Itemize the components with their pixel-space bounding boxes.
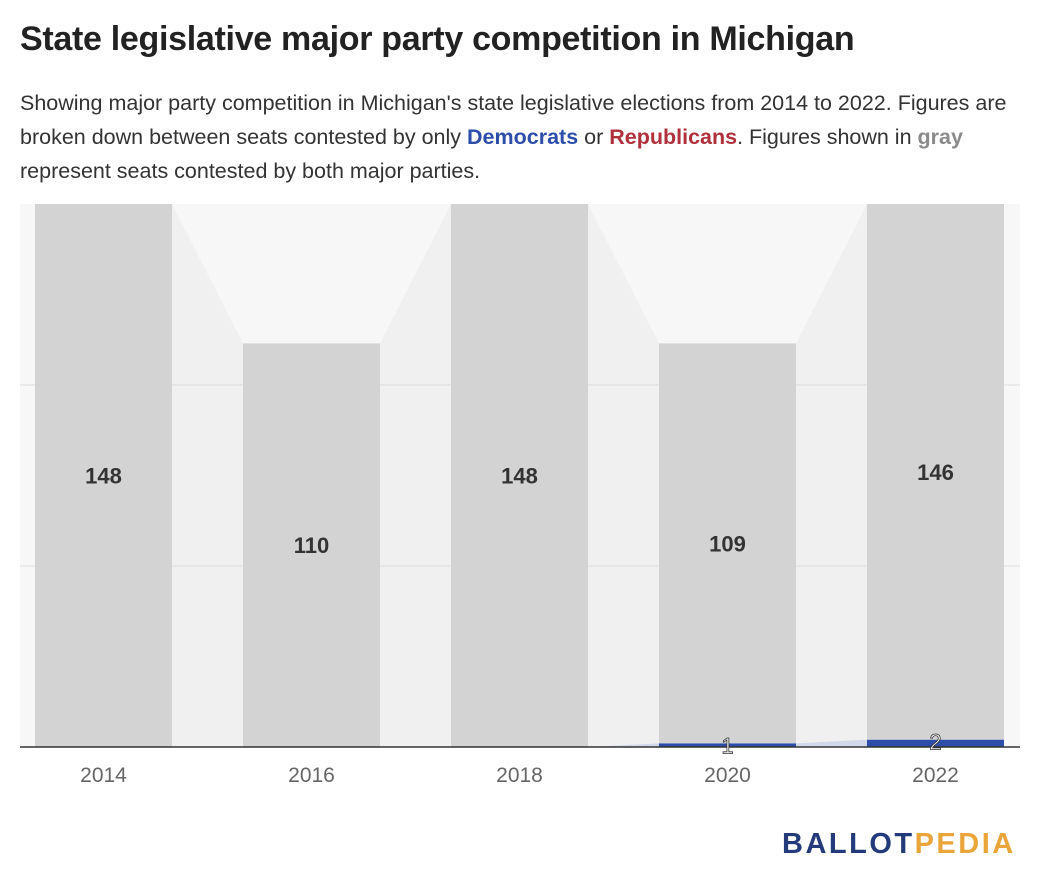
bar-gray-2014 [35,204,172,747]
data-label: 1 [721,733,733,758]
data-label: 148 [85,464,122,489]
x-tick-label: 2014 [80,764,127,787]
description-text: represent seats contested by both major … [20,159,481,183]
data-label: 148 [501,464,538,489]
x-tick-label: 2020 [704,764,751,787]
description-text-or: or [578,125,610,149]
democrats-legend-label: Democrats [467,125,579,149]
connector-democrats [796,739,867,747]
bar-democrats-2022 [867,739,1004,747]
connector-gray [172,204,243,747]
bar-gray-2020 [659,343,796,744]
description-text: Showing major party competition in Michi… [20,91,1007,149]
connector-gray [380,204,451,747]
x-tick-label: 2022 [912,764,959,787]
data-label: 2 [929,730,941,755]
connector-gray [796,204,867,744]
connector-democrats [588,743,659,747]
bar-gray-2018 [451,204,588,747]
logo-text-pedia: PEDIA [914,828,1016,860]
logo-text-ballot: BALLOT [782,828,915,860]
data-label: 146 [917,460,954,485]
x-tick-label: 2016 [288,764,335,787]
connector-gray [588,204,659,747]
bar-democrats-2020 [659,743,796,747]
bar-gray-2016 [243,343,380,747]
bar-gray-2022 [867,204,1004,740]
data-label: 110 [294,533,330,558]
gray-legend-label: gray [917,125,963,149]
x-tick-label: 2018 [496,764,543,787]
data-label: 109 [709,531,746,556]
chart-description: Showing major party competition in Michi… [20,86,1030,188]
chart-title: State legislative major party competitio… [20,20,855,58]
description-text: . Figures shown in [737,125,918,149]
ballotpedia-logo: BALLOTPEDIA [782,828,1016,861]
republicans-legend-label: Republicans [609,125,738,149]
